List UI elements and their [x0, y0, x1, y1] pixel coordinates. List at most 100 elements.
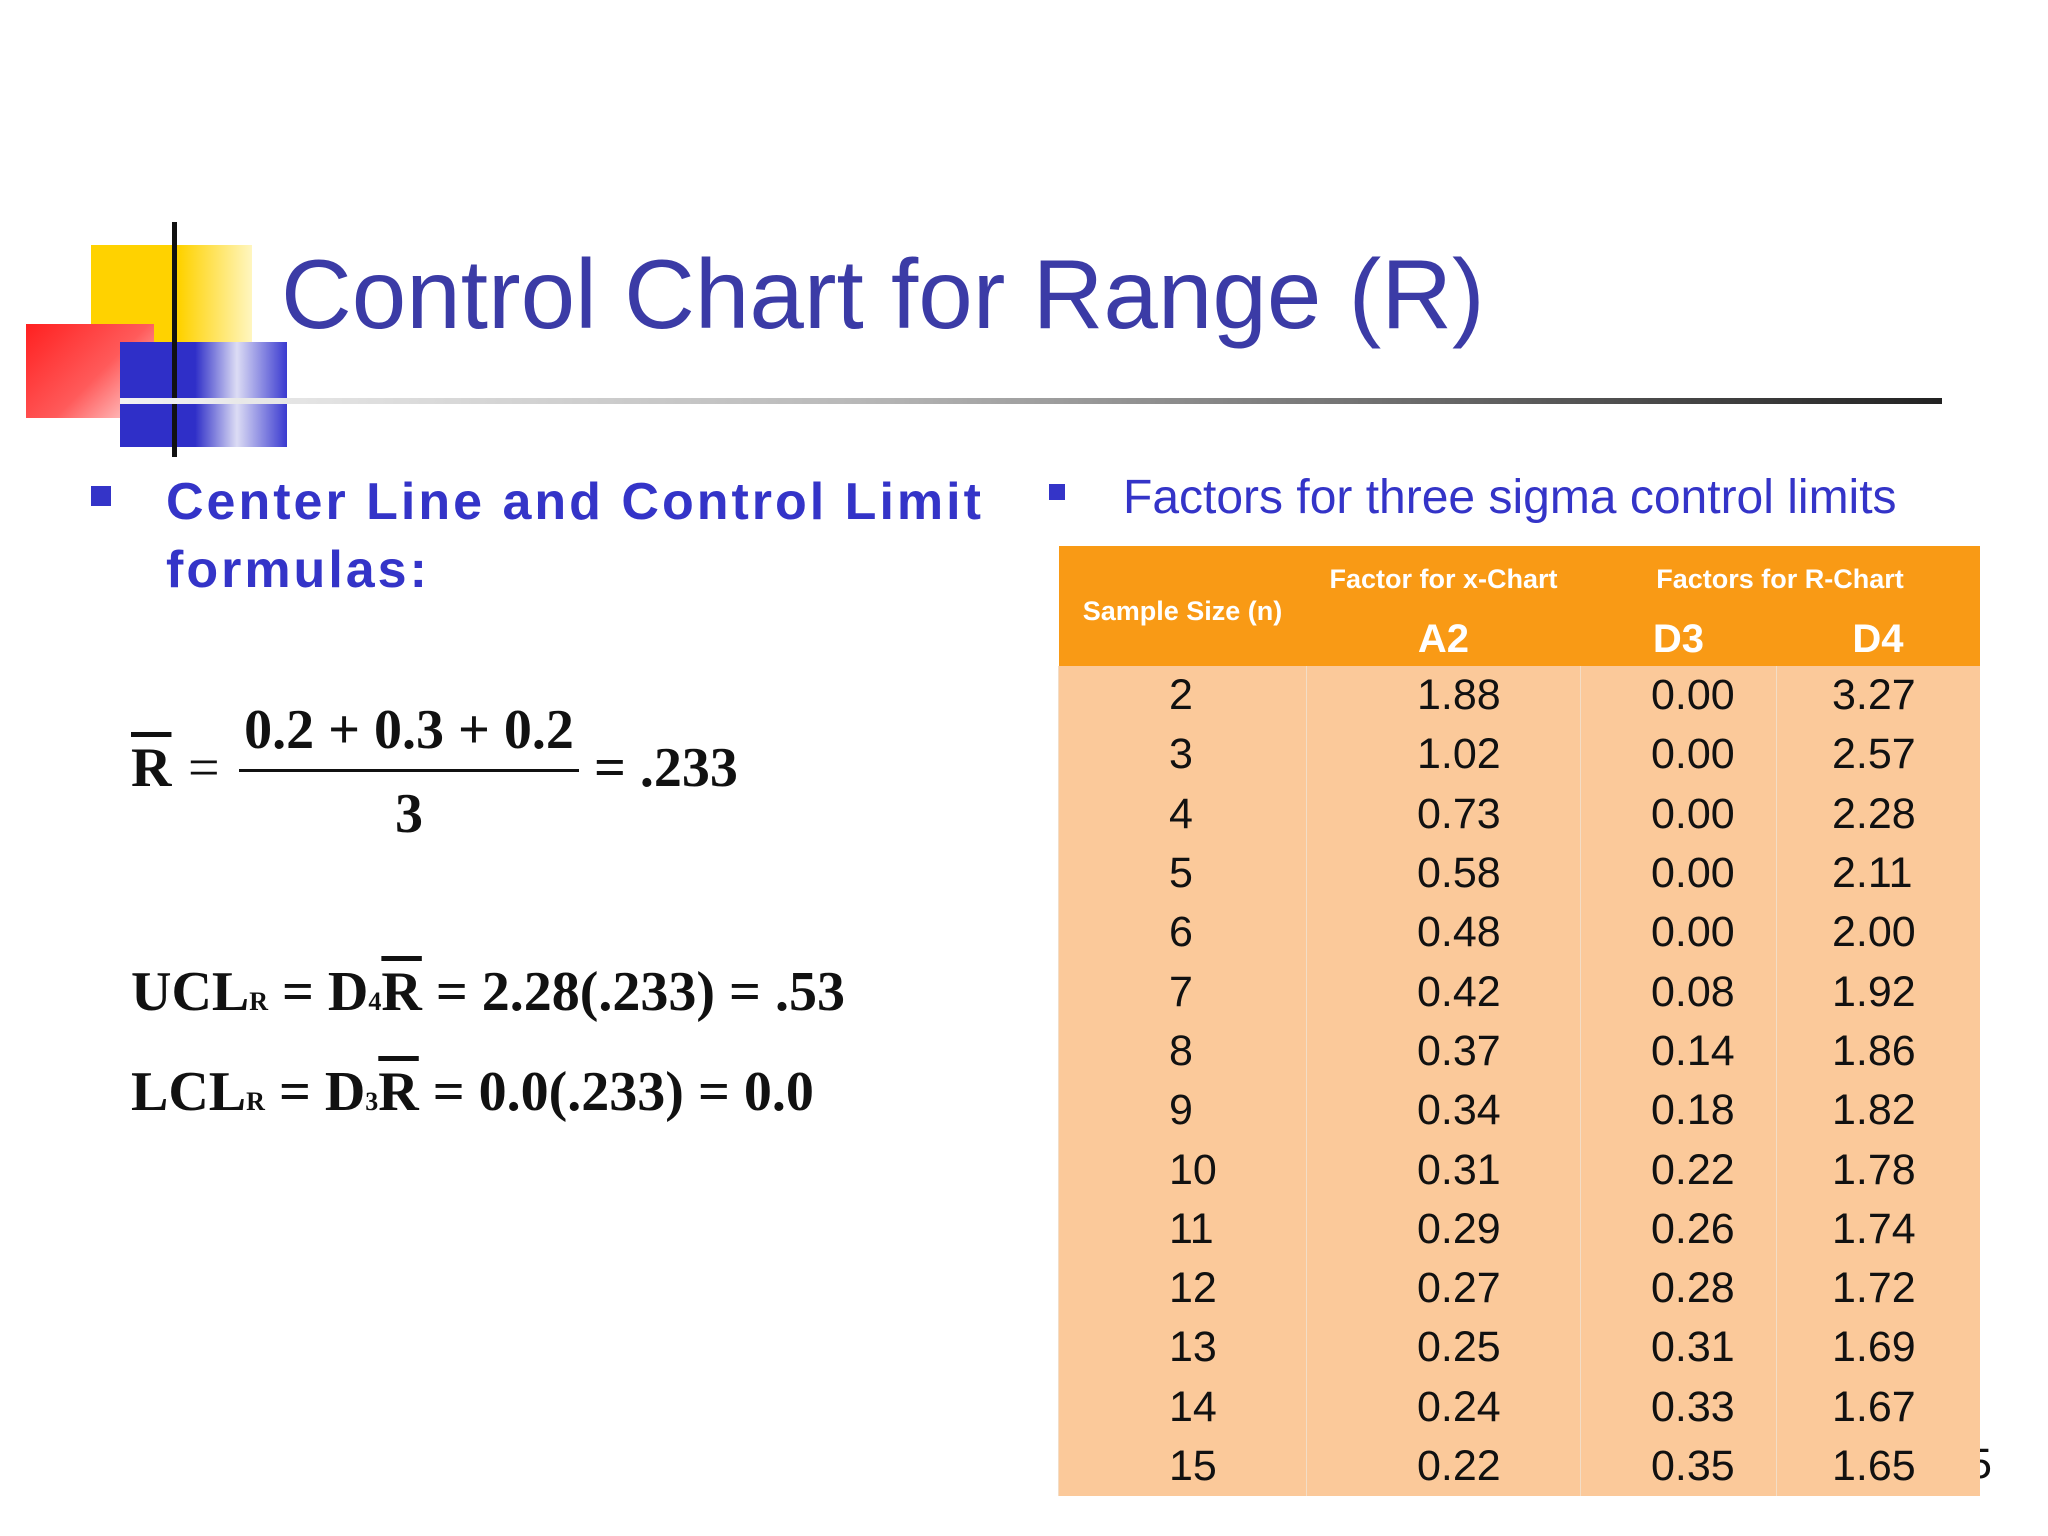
lcl-formula: LCLR = D3R = 0.0(.233) = 0.0 — [131, 1064, 814, 1120]
formula-part: = D — [264, 1061, 366, 1123]
formula-part: 3 — [365, 1087, 379, 1116]
formula-lhs: R — [131, 737, 172, 799]
formula-denominator: 3 — [395, 783, 423, 845]
table-cell: 8 — [1058, 1021, 1307, 1082]
table-cell: 0.73 — [1306, 784, 1581, 844]
table-cell: 0.27 — [1306, 1258, 1581, 1319]
formula-equals: = — [188, 737, 220, 799]
table-row: 9 0.34 0.18 1.82 — [1058, 1081, 1980, 1141]
table-row: 5 0.58 0.00 2.11 — [1058, 843, 1980, 904]
table-cell: 3.27 — [1776, 666, 1980, 726]
table-cell: 1.65 — [1776, 1436, 1980, 1497]
table-cell: 2.57 — [1776, 725, 1980, 785]
table-cell: 0.28 — [1580, 1258, 1777, 1319]
table-cell: 0.26 — [1580, 1199, 1777, 1259]
table-row: 7 0.42 0.08 1.92 — [1058, 962, 1980, 1022]
table-cell: 11 — [1058, 1199, 1307, 1259]
table-cell: 1.86 — [1776, 1021, 1980, 1082]
bullet-marker — [91, 486, 111, 506]
table-cell: 1.72 — [1776, 1258, 1980, 1319]
table-cell: 14 — [1058, 1377, 1307, 1437]
table-cell: 5 — [1058, 843, 1307, 904]
table-cell: 2.00 — [1776, 903, 1980, 963]
header-cell: A2 — [1306, 612, 1581, 666]
table-row: 4 0.73 0.00 2.28 — [1058, 784, 1980, 844]
table-row: 8 0.37 0.14 1.86 — [1058, 1021, 1980, 1082]
table-cell: 0.42 — [1306, 962, 1581, 1022]
table-row: 14 0.24 0.33 1.67 — [1058, 1377, 1980, 1437]
bullet-text: Center Line and Control Limit formulas: — [166, 473, 984, 599]
table-row: 2 1.88 0.00 3.27 — [1058, 666, 1980, 726]
table-cell: 1.67 — [1776, 1377, 1980, 1437]
table-cell: 15 — [1058, 1436, 1307, 1497]
table-cell: 1.02 — [1306, 725, 1581, 785]
table-cell: 0.31 — [1580, 1318, 1777, 1378]
table-row: 15 0.22 0.35 1.65 — [1058, 1436, 1980, 1497]
table-cell: 10 — [1058, 1140, 1307, 1200]
header-cell: Sample Size (n) — [1058, 546, 1307, 666]
table-row: 6 0.48 0.00 2.00 — [1058, 903, 1980, 963]
table-cell: 6 — [1058, 903, 1307, 963]
table-cell: 0.22 — [1306, 1436, 1581, 1497]
table-cell: 1.78 — [1776, 1140, 1980, 1200]
table-row: 3 1.02 0.00 2.57 — [1058, 725, 1980, 785]
table-cell: 0.14 — [1580, 1021, 1777, 1082]
table-cell: 3 — [1058, 725, 1307, 785]
table-cell: 0.00 — [1580, 903, 1777, 963]
table-cell: 1.69 — [1776, 1318, 1980, 1378]
table-cell: 0.58 — [1306, 843, 1581, 904]
table-cell: 4 — [1058, 784, 1307, 844]
decor-blue — [120, 342, 287, 447]
header-cell: Factor for x-Chart — [1306, 546, 1581, 612]
table-cell: 0.37 — [1306, 1021, 1581, 1082]
header-cell: D4 — [1776, 612, 1980, 666]
table-cell: 1.92 — [1776, 962, 1980, 1022]
formula-result: = .233 — [594, 737, 738, 799]
table-row: 11 0.29 0.26 1.74 — [1058, 1199, 1980, 1259]
table-cell: 9 — [1058, 1081, 1307, 1141]
table-cell: 0.24 — [1306, 1377, 1581, 1437]
table-cell: 1.74 — [1776, 1199, 1980, 1259]
bullet-marker — [1049, 484, 1065, 500]
table-cell: 0.08 — [1580, 962, 1777, 1022]
formula-part: = 0.0(.233) = 0.0 — [418, 1061, 814, 1123]
table-cell: 0.22 — [1580, 1140, 1777, 1200]
table-cell: 1.88 — [1306, 666, 1581, 726]
formula-part: = 2.28(.233) = .53 — [421, 961, 845, 1023]
formula-part: R — [249, 987, 269, 1016]
fraction-line — [239, 769, 579, 772]
bullet-text: Factors for three sigma control limits — [1123, 471, 1897, 524]
table-cell: 2.28 — [1776, 784, 1980, 844]
formula-part: R — [246, 1087, 265, 1116]
formula-part: UCL — [131, 961, 250, 1023]
formula-part: R — [378, 1061, 419, 1123]
table-cell: 1.82 — [1776, 1081, 1980, 1141]
table-cell: 0.00 — [1580, 843, 1777, 904]
table-cell: 0.34 — [1306, 1081, 1581, 1141]
formula-part: LCL — [131, 1061, 247, 1123]
table-cell: 0.18 — [1580, 1081, 1777, 1141]
table-cell: 0.25 — [1306, 1318, 1581, 1378]
factors-table: Sample Size (n) Factor for x-Chart Facto… — [1058, 546, 1980, 1497]
formula-part: 4 — [368, 987, 382, 1016]
table-cell: 2.11 — [1776, 843, 1980, 904]
ucl-formula: UCLR = D4R = 2.28(.233) = .53 — [131, 964, 845, 1020]
table-cell: 7 — [1058, 962, 1307, 1022]
table-cell: 0.33 — [1580, 1377, 1777, 1437]
table-cell: 12 — [1058, 1258, 1307, 1319]
slide-title: Control Chart for Range (R) — [281, 239, 1485, 349]
table-cell: 0.29 — [1306, 1199, 1581, 1259]
formula-numerator: 0.2 + 0.3 + 0.2 — [244, 699, 574, 761]
table-cell: 0.48 — [1306, 903, 1581, 963]
table-cell: 0.00 — [1580, 666, 1777, 726]
formula-part: = D — [268, 961, 369, 1023]
table-cell: 0.00 — [1580, 725, 1777, 785]
header-cell: D3 — [1580, 612, 1777, 666]
table-cell: 0.00 — [1580, 784, 1777, 844]
formula-part: R — [381, 961, 422, 1023]
table-cell: 13 — [1058, 1318, 1307, 1378]
table-cell: 2 — [1058, 666, 1307, 726]
table-row: 12 0.27 0.28 1.72 — [1058, 1258, 1980, 1319]
table-cell: 0.31 — [1306, 1140, 1581, 1200]
